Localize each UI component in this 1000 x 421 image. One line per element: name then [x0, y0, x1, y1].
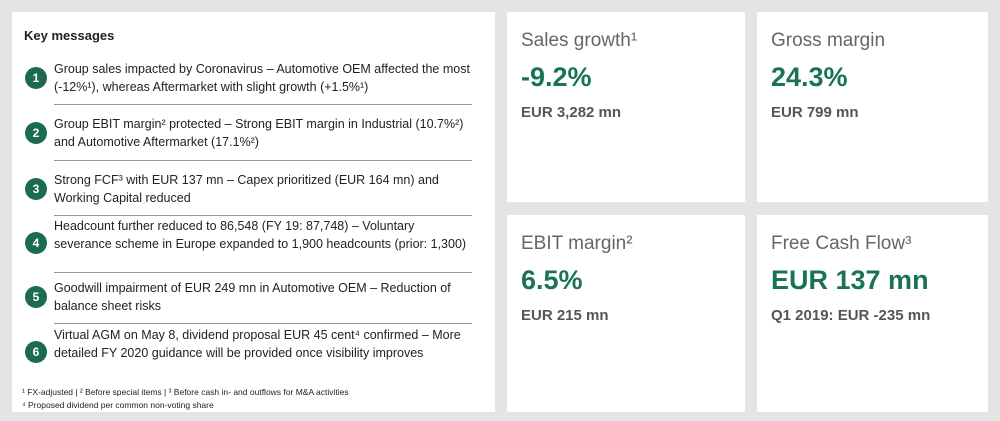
message-number: 1 — [25, 67, 47, 89]
kpi-value: -9.2% — [521, 62, 592, 92]
panel-title: Key messages — [24, 28, 115, 43]
message-text: Strong FCF³ with EUR 137 mn – Capex prio… — [54, 173, 439, 205]
message-number: 6 — [25, 341, 47, 363]
message-text: Virtual AGM on May 8, dividend proposal … — [54, 328, 461, 360]
kpi-title: Free Cash Flow³ — [771, 233, 912, 254]
kpi-card: Free Cash Flow³ EUR 137 mn Q1 2019: EUR … — [757, 215, 988, 412]
message-number: 4 — [25, 232, 47, 254]
kpi-title: Gross margin — [771, 30, 886, 51]
separator — [54, 272, 472, 273]
kpi-detail: EUR 3,282 mn — [521, 104, 622, 121]
kpi-value: 24.3% — [771, 62, 848, 92]
kpi-value: 6.5% — [521, 265, 583, 295]
message-text: Headcount further reduced to 86,548 (FY … — [54, 219, 467, 251]
separator — [54, 160, 472, 161]
kpi-title: EBIT margin² — [521, 233, 633, 254]
key-messages-panel: Key messages 1 Group sales impacted by C… — [12, 12, 495, 412]
message-text: Group EBIT margin² protected – Strong EB… — [54, 117, 464, 149]
message-number: 2 — [25, 122, 47, 144]
message-number: 3 — [25, 178, 47, 200]
kpi-value: EUR 137 mn — [771, 265, 929, 295]
footnote: ⁴ Proposed dividend per common non-votin… — [22, 400, 214, 410]
kpi-card: EBIT margin² 6.5% EUR 215 mn — [507, 215, 745, 412]
kpi-detail: EUR 215 mn — [521, 307, 609, 324]
message-number: 5 — [25, 286, 47, 308]
separator — [54, 323, 472, 324]
kpi-card: Sales growth¹ -9.2% EUR 3,282 mn — [507, 12, 745, 202]
separator — [54, 104, 472, 105]
kpi-title: Sales growth¹ — [521, 30, 638, 51]
kpi-card: Gross margin 24.3% EUR 799 mn — [757, 12, 988, 202]
footnote: ¹ FX-adjusted | ² Before special items |… — [22, 387, 349, 397]
message-text: Group sales impacted by Coronavirus – Au… — [54, 62, 470, 94]
separator — [54, 215, 472, 216]
kpi-detail: EUR 799 mn — [771, 104, 859, 121]
message-text: Goodwill impairment of EUR 249 mn in Aut… — [54, 281, 451, 313]
kpi-detail: Q1 2019: EUR -235 mn — [771, 307, 931, 324]
